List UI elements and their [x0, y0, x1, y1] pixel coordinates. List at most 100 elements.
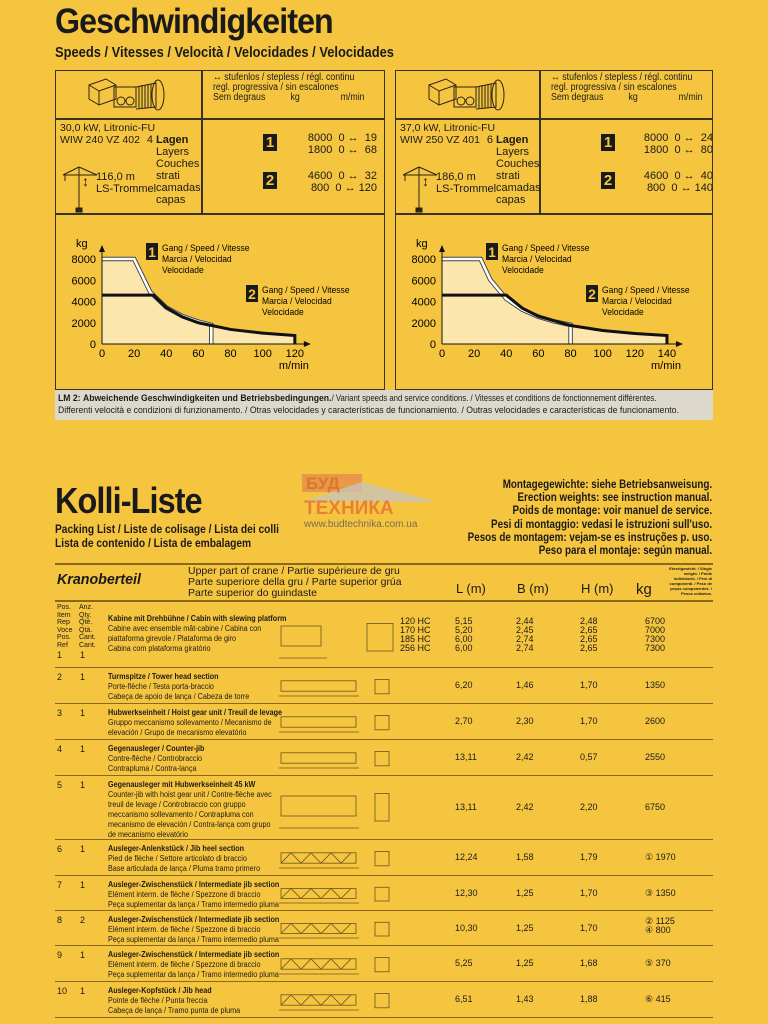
row-H: 1,70	[580, 680, 598, 690]
row-qty: 1	[80, 672, 86, 682]
row-divider	[55, 774, 713, 776]
x-tick-label: 60	[532, 348, 544, 360]
kg-label: kg	[628, 92, 638, 103]
hoist-winch-icon	[424, 73, 514, 120]
row-kg: 2600	[645, 716, 666, 726]
row-kg: 6700 7000 7300 7300	[645, 616, 666, 653]
rope-length: 116,0 m	[96, 171, 135, 183]
erection-weight-note: Pesos de montagem: vejam-se es instruçõe…	[467, 529, 712, 544]
y-axis-arrow-icon	[439, 245, 445, 252]
drum-label: LS-Trommel	[436, 183, 497, 195]
row-kg: ① 1970	[645, 852, 676, 862]
motor-power: 30,0 kW, Litronic-FU	[60, 122, 156, 134]
x-tick-label: 0	[99, 348, 105, 360]
row-desc-text: Elément interm. de flèche / Spezzone di …	[108, 890, 279, 909]
y-tick-label: 6000	[412, 275, 436, 287]
row-description: Ausleger-Zwischenstück / Intermediate ji…	[108, 950, 279, 980]
row-L: 6,20	[455, 680, 473, 690]
x-tick-label: 20	[468, 348, 480, 360]
layers-word: strati	[156, 170, 180, 182]
row-title: Ausleger-Kopfstück / Jib head	[108, 986, 212, 995]
row-pos: 10	[57, 986, 68, 996]
row-B: 1,25	[516, 922, 534, 933]
divider	[396, 118, 712, 120]
x-tick-label: 120	[626, 348, 644, 360]
series-label: Velocidade	[262, 307, 304, 318]
row-qty: 2	[80, 915, 86, 925]
row-H: 1,70	[580, 716, 598, 726]
row-description: Ausleger-Zwischenstück / Intermediate ji…	[108, 915, 279, 945]
row-H: 1,70	[580, 922, 598, 933]
x-tick-label: 0	[439, 348, 445, 360]
row-H: 1,70	[580, 887, 598, 898]
series-badge-number: 2	[248, 286, 256, 302]
section-title: Kranoberteil	[57, 571, 141, 588]
layers-word: Lagen	[496, 134, 529, 146]
x-axis-arrow-icon	[675, 341, 683, 347]
lm2-note: LM 2: Abweichende Geschwindigkeiten und …	[55, 390, 713, 420]
x-tick-label: 40	[160, 348, 172, 360]
layers-word: strati	[496, 170, 520, 182]
sem-degraus-label: Sem degraus	[551, 92, 604, 103]
row-desc-text: Pied de flèche / Settore articolato di b…	[108, 854, 261, 873]
divider	[56, 118, 384, 120]
rope-info: 116,0 m LS-Trommel	[96, 171, 156, 195]
divider	[56, 213, 384, 215]
row-desc-text: Gruppo meccanismo sollevamento / Mecanis…	[108, 718, 272, 737]
series-label: Gang / Speed / Vitesse	[262, 285, 350, 296]
x-tick-label: 20	[128, 348, 140, 360]
row-description: Gegenausleger / Counter-jib Contre-flèche…	[108, 744, 204, 774]
row-pos: 2	[57, 672, 63, 682]
layers-word: Layers	[496, 146, 530, 158]
svg-text:ТЕХНИКА: ТЕХНИКА	[304, 498, 394, 519]
rope-height-arrow-icon: ↕	[422, 173, 429, 189]
table-row: 9 1 Ausleger-Zwischenstück / Intermediate …	[55, 946, 713, 982]
x-axis-label: m/min	[651, 360, 681, 372]
row-divider	[55, 944, 713, 946]
series-label: Velocidade	[162, 265, 204, 276]
layers-word: capas	[496, 194, 526, 206]
table-row: 7 1 Ausleger-Zwischenstück / Intermediate …	[55, 876, 713, 911]
y-tick-label: 2000	[412, 318, 436, 330]
x-axis-arrow-icon	[303, 341, 311, 347]
y-tick-label: 8000	[412, 254, 436, 266]
row-qty: 1	[80, 844, 86, 854]
section-desc-1: Upper part of crane / Partie supérieure …	[188, 565, 400, 577]
gear2-badge: 2	[601, 172, 615, 189]
row-qty: 1	[80, 950, 86, 960]
row-description: Kabine mit Drehbühne / Cabin with slewin…	[108, 614, 286, 654]
x-tick-label: 100	[254, 348, 272, 360]
lm2-label: LM 2:	[58, 393, 81, 404]
table-row: 5 1 Gegenausleger mit Hubwerkseinheit 45 k…	[55, 776, 713, 840]
crane-icon	[399, 161, 439, 218]
crane-icon	[59, 161, 99, 218]
series-1-badge	[486, 243, 498, 260]
component-drawing-icon	[277, 673, 397, 704]
series-label: Velocidade	[502, 265, 544, 276]
row-divider	[55, 909, 713, 911]
row-divider	[55, 838, 713, 840]
motor-spec: 37,0 kW, Litronic-FU WIW 250 VZ 401	[400, 122, 495, 146]
row-pos: 6	[57, 844, 63, 854]
lm2-line2: Differenti velocità e condizioni di funz…	[58, 405, 679, 416]
erection-weight-note: Poids de montage: voir manuel de service…	[512, 503, 712, 518]
table-row: 8 2 Ausleger-Zwischenstück / Intermediate …	[55, 911, 713, 946]
speed-chart-2: 0 20 40 60 80 100 120 140 0 2000 4000 6000 8000 kg m/m…	[412, 238, 690, 372]
row-description: Hubwerkseinheit / Hoist gear unit / Treu…	[108, 708, 282, 738]
series-badge-number: 2	[588, 286, 596, 302]
row-desc-text: Pointe de flèche / Punta freccia Cabeça …	[108, 996, 241, 1015]
col-header-L: L (m)	[456, 581, 486, 596]
series-label: Marcia / Velocidad	[262, 296, 332, 307]
row-desc-text: Contre-flèche / Controbraccio Contraplum…	[108, 754, 203, 773]
y-axis-arrow-icon	[99, 245, 105, 252]
gear2-speeds: 4600 0 ↔ 40 800 0 ↔ 140	[643, 170, 713, 194]
rope-length: 186,0 m	[436, 171, 476, 183]
row-divider	[55, 1016, 713, 1018]
series-label: Gang / Speed / Vitesse	[162, 243, 250, 254]
winch-model: WIW 250 VZ 401	[400, 133, 480, 146]
row-kg: 2550	[645, 752, 666, 762]
gear2-badge: 2	[263, 172, 277, 189]
stepless-label: ↔ stufenlos / stepless / régl. continu	[551, 72, 693, 83]
section-desc: Upper part of crane / Partie supérieure …	[188, 566, 402, 599]
speed-panel-2: ↔ stufenlos / stepless / régl. continu re…	[395, 70, 713, 390]
